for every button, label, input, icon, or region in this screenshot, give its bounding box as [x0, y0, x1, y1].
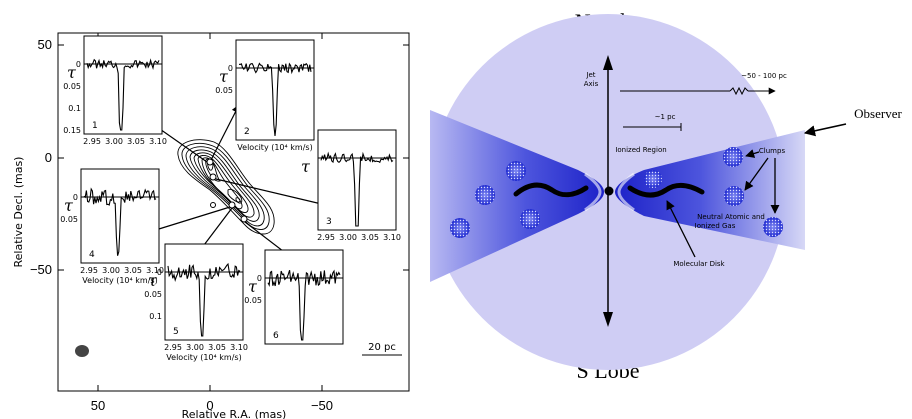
- y-tick-label: −50: [30, 262, 52, 277]
- inset-frame: [83, 35, 163, 135]
- inset-y-tick: 0: [257, 274, 262, 283]
- molecular-disk-pointer: [666, 200, 696, 258]
- inset-x-tick: 3.05: [208, 343, 226, 352]
- tau-label: τ: [64, 196, 74, 215]
- inset-x-tick: 3.05: [127, 137, 145, 146]
- inset-y-tick: 0.05: [144, 290, 162, 299]
- inset-x-tick: 3.00: [186, 343, 204, 352]
- right-panel: N Lobe S Lobe: [430, 9, 902, 383]
- observer-label: Observer: [854, 106, 902, 121]
- contour-map: [177, 139, 275, 235]
- molecular-disk-left: [513, 182, 589, 198]
- inner-gap: [584, 172, 602, 212]
- jet-arrow-down: [603, 312, 613, 327]
- inset-y-tick: 0: [157, 268, 162, 277]
- spectrum-inset-3: 3 τ 2.95 3.00 3.05 3.10: [301, 129, 401, 242]
- molecular-disk-label: Molecular Disk: [673, 260, 725, 268]
- inset-y-tick: 0.1: [149, 312, 162, 321]
- inset-number: 6: [273, 331, 279, 341]
- plot-frame: [57, 32, 410, 392]
- spectrum-line: [320, 151, 394, 227]
- inset-y-tick: 0.05: [215, 86, 233, 95]
- inset-x-tick: 3.05: [124, 266, 142, 275]
- inset-x-tick: 2.95: [164, 343, 182, 352]
- inset-number: 3: [326, 217, 332, 227]
- neutral-gas-label: Neutral Atomic and: [697, 213, 765, 221]
- inset-number: 4: [89, 250, 95, 260]
- spectrum-inset-2: 2 τ 0 0.05 Velocity (10⁴ km/s): [215, 39, 315, 152]
- spectrum-inset-6: 6 τ 0 0.05: [244, 249, 344, 345]
- inset-x-tick: 3.00: [102, 266, 120, 275]
- clumps-label: Clumps: [759, 147, 786, 155]
- tau-label: τ: [148, 271, 158, 290]
- scale-small-label: ~1 pc: [655, 113, 676, 121]
- x-tick-label: 50: [91, 398, 105, 413]
- nucleus: [604, 186, 614, 196]
- inset-x-tick: 3.10: [146, 266, 164, 275]
- inset-x-tick: 2.95: [83, 137, 101, 146]
- x-tick-label: −50: [311, 398, 333, 413]
- inset-y-tick: 0: [228, 64, 233, 73]
- inner-gap: [617, 172, 635, 212]
- inset-x-tick: 3.10: [149, 137, 167, 146]
- observer-arrow: [803, 123, 847, 137]
- x-tick-label: 0: [206, 398, 213, 413]
- inset-x-label: Velocity (10⁴ km/s): [82, 276, 157, 285]
- inset-x-tick: 3.10: [383, 233, 401, 242]
- x-axis-label: Relative R.A. (mas): [182, 408, 287, 419]
- scale-bar-label: 20 pc: [368, 342, 396, 353]
- inset-number: 5: [173, 327, 179, 337]
- beam-ellipse: [75, 345, 89, 357]
- y-tick-label: 50: [38, 37, 52, 52]
- y-axis-label: Relative Decl. (mas): [12, 157, 25, 268]
- inset-x-tick: 3.10: [230, 343, 248, 352]
- inset-y-tick: 0.05: [63, 82, 81, 91]
- jet-axis-label: Axis: [584, 80, 599, 88]
- inset-x-tick: 2.95: [80, 266, 98, 275]
- inset-y-tick: 0.05: [244, 296, 262, 305]
- jet-arrow-up: [603, 55, 613, 70]
- inset-number: 1: [92, 121, 98, 131]
- inset-y-tick: 0.15: [63, 126, 81, 135]
- jet-axis-label: Jet: [585, 71, 595, 79]
- inset-frame: [264, 249, 344, 345]
- inset-frame: [317, 129, 397, 231]
- inset-y-tick: 0.05: [60, 215, 78, 224]
- tau-label: τ: [301, 157, 311, 176]
- left-panel: 50 0 −50 50 0 −50 Relative R.A. (mas) Re…: [12, 32, 410, 419]
- spectrum-line: [83, 187, 157, 256]
- inset-frame: [164, 243, 244, 341]
- inset-y-tick: 0: [73, 193, 78, 202]
- inset-x-tick: 3.00: [105, 137, 123, 146]
- neutral-gas-label: Ionized Gas: [695, 222, 736, 230]
- spectrum-line: [267, 269, 341, 341]
- spectrum-line: [86, 58, 160, 131]
- y-tick-label: 0: [45, 150, 52, 165]
- inset-number: 2: [244, 127, 250, 137]
- right-cone: [615, 130, 805, 250]
- spectrum-line: [167, 262, 241, 337]
- scale-large-label: ~50 - 100 pc: [741, 72, 787, 80]
- scale-large-break: [729, 86, 749, 96]
- spectrum-line: [238, 62, 312, 137]
- inset-y-tick: 0.1: [68, 104, 81, 113]
- inset-x-label: Velocity (10⁴ km/s): [237, 143, 312, 152]
- tau-label: τ: [248, 277, 258, 296]
- inset-x-label: Velocity (10⁴ km/s): [166, 353, 241, 362]
- spectrum-inset-1: 1 τ 0 0.05 0.1 0.152.95 3.00 3.05 3.10: [63, 35, 167, 146]
- molecular-disk-right: [627, 182, 705, 198]
- inset-x-tick: 2.95: [317, 233, 335, 242]
- tau-label: τ: [67, 63, 77, 82]
- inset-y-tick: 0: [76, 60, 81, 69]
- y-axis: [58, 44, 409, 271]
- clump-arrows: [744, 149, 780, 214]
- tau-label: τ: [219, 67, 229, 86]
- clumps: [450, 147, 783, 238]
- inset-frame: [235, 39, 315, 141]
- inset-x-tick: 3.00: [339, 233, 357, 242]
- ionized-region-label: Ionized Region: [615, 146, 666, 154]
- inset-x-tick: 3.05: [361, 233, 379, 242]
